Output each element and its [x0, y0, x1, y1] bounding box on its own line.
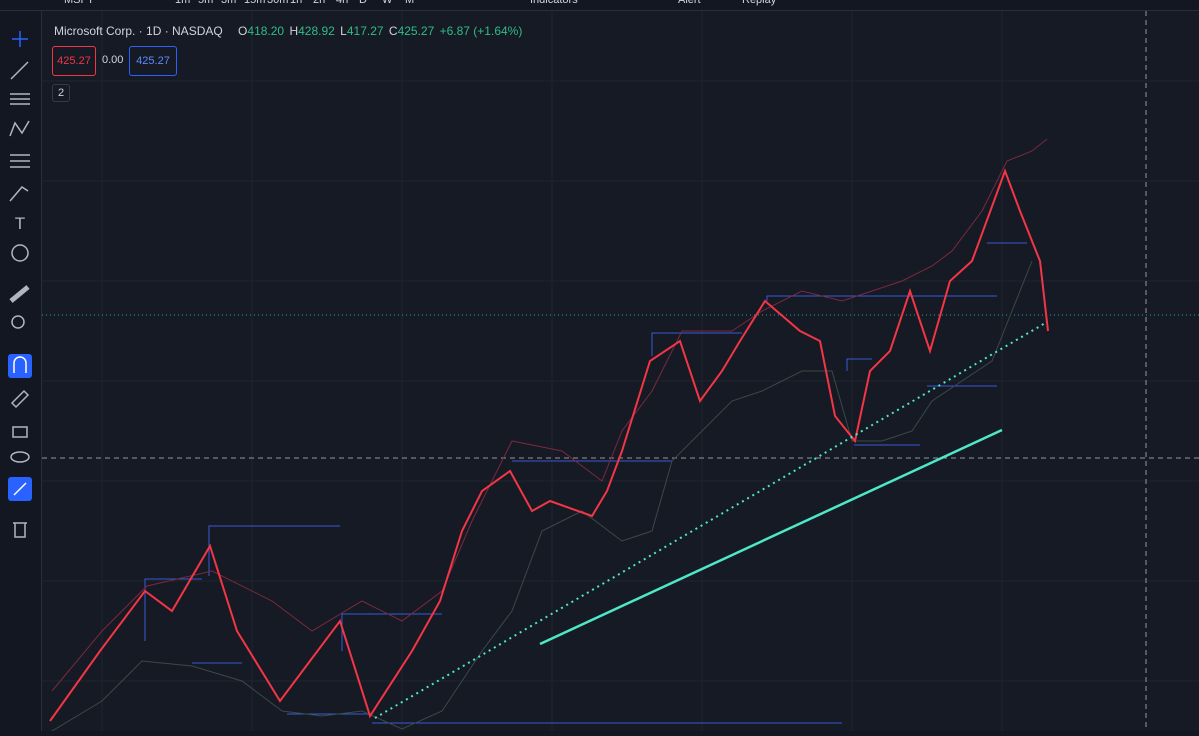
interval-button[interactable]: 1h: [290, 0, 303, 6]
open-value: 418.20: [247, 24, 285, 38]
text-tool[interactable]: T: [15, 214, 25, 233]
drawing-toolbar: T: [0, 11, 42, 731]
interval-button[interactable]: 15m: [244, 0, 266, 6]
sell-button[interactable]: 425.27: [52, 46, 96, 76]
trendline-dotted[interactable]: [374, 321, 1048, 719]
alert-button[interactable]: Alert: [678, 0, 701, 6]
delete-tool[interactable]: [13, 522, 27, 538]
interval-button[interactable]: 5m: [198, 0, 214, 6]
interval-button[interactable]: D: [359, 0, 367, 6]
spread: 0.00: [102, 54, 124, 66]
symbol-legend: Microsoft Corp. · 1D · NASDAQ O418.20 H4…: [54, 24, 524, 38]
interval-button[interactable]: 1m: [175, 0, 191, 6]
interval-button[interactable]: M: [405, 0, 415, 6]
trendline[interactable]: [539, 428, 1003, 646]
indicators-button[interactable]: Indicators: [530, 0, 578, 6]
chart-area[interactable]: [42, 11, 1199, 731]
interval-button[interactable]: W: [382, 0, 393, 6]
change-value: +6.87 (+1.64%): [439, 24, 523, 38]
chart-canvas: [42, 11, 1199, 731]
close-label: C: [388, 24, 398, 38]
bollinger-upper: [51, 138, 1048, 692]
interval-button[interactable]: 30m: [267, 0, 289, 6]
bollinger-lower: [51, 260, 1033, 731]
tool-icons: T: [8, 31, 32, 538]
top-toolbar: MSFT Indicators Alert Replay 1m 5m 3m 15m 30…: [0, 0, 1199, 11]
interval-button[interactable]: 2h: [313, 0, 326, 6]
crosshair-tool[interactable]: [12, 31, 28, 47]
lock-tool[interactable]: [12, 426, 28, 438]
pattern-tool[interactable]: [9, 120, 30, 137]
replay-button[interactable]: Replay: [742, 0, 777, 6]
symbol[interactable]: MSFT: [64, 0, 94, 6]
high-value: 428.92: [298, 24, 335, 38]
trendline-tool[interactable]: [10, 61, 29, 80]
lock-drawing-tool[interactable]: [10, 389, 30, 409]
close-value: 425.27: [397, 24, 435, 38]
hide-tool[interactable]: [10, 451, 30, 463]
buy-button[interactable]: 425.27: [129, 46, 177, 76]
interval-button[interactable]: 4h: [336, 0, 349, 6]
ruler-tool[interactable]: [9, 285, 30, 303]
open-label: O: [238, 24, 248, 38]
brush-tool[interactable]: [9, 186, 29, 202]
icon-tool[interactable]: [11, 244, 29, 262]
interval-button[interactable]: 3m: [221, 0, 237, 6]
high-label: H: [289, 24, 299, 38]
prediction-tool[interactable]: [10, 154, 30, 168]
grid: [42, 11, 1199, 731]
price-series: [49, 168, 1049, 722]
collapse-button[interactable]: 2: [52, 84, 71, 102]
low-label: L: [340, 24, 347, 38]
low-value: 417.27: [346, 24, 384, 38]
fib-tool[interactable]: [10, 93, 30, 105]
symbol-title[interactable]: Microsoft Corp. · 1D · NASDAQ: [54, 24, 223, 38]
zoom-tool[interactable]: [11, 315, 25, 329]
